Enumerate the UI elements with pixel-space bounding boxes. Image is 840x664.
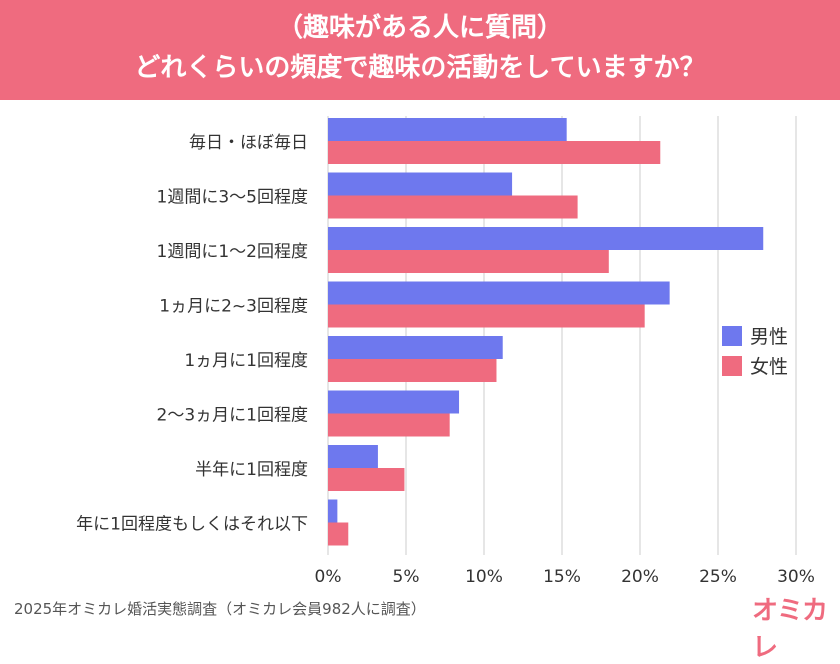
chart-title-line1: （趣味がある人に質問） bbox=[276, 13, 563, 43]
legend-label: 男性 bbox=[750, 326, 788, 348]
bar-chart: 0% 5% 10% 15% 20% 25% 30% 毎日・ほぼ毎日 1週間に3〜5回程度 1週間に… bbox=[76, 116, 815, 587]
category-label: 1週間に1〜2回程度 bbox=[157, 242, 308, 262]
bar-male bbox=[328, 281, 670, 305]
legend-swatch bbox=[722, 326, 742, 346]
x-tick-label: 25% bbox=[699, 567, 737, 587]
category-label: 年に1回程度もしくはそれ以下 bbox=[76, 515, 308, 535]
bar-female bbox=[328, 304, 645, 328]
bar-female bbox=[328, 468, 405, 491]
category-label: 1週間に3〜5回程度 bbox=[157, 188, 308, 208]
x-tick-label: 30% bbox=[777, 567, 815, 587]
bar-male bbox=[328, 499, 338, 523]
source-note: 2025年オミカレ婚活実態調査（オミカレ会員982人に調査） bbox=[14, 600, 426, 618]
category-label: 半年に1回程度 bbox=[195, 460, 308, 480]
chart-title-line2: どれくらいの頻度で趣味の活動をしていますか？ bbox=[134, 53, 706, 83]
bar-male bbox=[328, 118, 567, 141]
omikare-logo: オミカレ bbox=[752, 596, 828, 663]
x-tick-label: 15% bbox=[543, 567, 581, 587]
bar-male bbox=[328, 336, 503, 359]
bar-female bbox=[328, 141, 661, 164]
category-label: 2〜3ヵ月に1回程度 bbox=[157, 406, 308, 426]
x-tick-label: 5% bbox=[393, 567, 420, 587]
legend-swatch bbox=[722, 356, 742, 376]
category-label: 毎日・ほぼ毎日 bbox=[189, 133, 308, 153]
x-tick-label: 20% bbox=[621, 567, 659, 587]
x-tick-label: 0% bbox=[315, 567, 342, 587]
x-tick-label: 10% bbox=[465, 567, 503, 587]
bar-female bbox=[328, 195, 578, 219]
category-label: 1ヵ月に1回程度 bbox=[184, 351, 308, 371]
bar-female bbox=[328, 522, 349, 546]
category-label: 1ヵ月に2~3回程度 bbox=[159, 297, 308, 317]
bar-male bbox=[328, 172, 513, 196]
bar-male bbox=[328, 445, 378, 468]
chart-header: （趣味がある人に質問） どれくらいの頻度で趣味の活動をしていますか？ bbox=[0, 0, 840, 100]
bar-female bbox=[328, 413, 450, 437]
bar-female bbox=[328, 250, 609, 273]
bar-male bbox=[328, 390, 460, 414]
legend-label: 女性 bbox=[750, 356, 788, 378]
bar-male bbox=[328, 227, 764, 250]
bar-female bbox=[328, 359, 497, 382]
